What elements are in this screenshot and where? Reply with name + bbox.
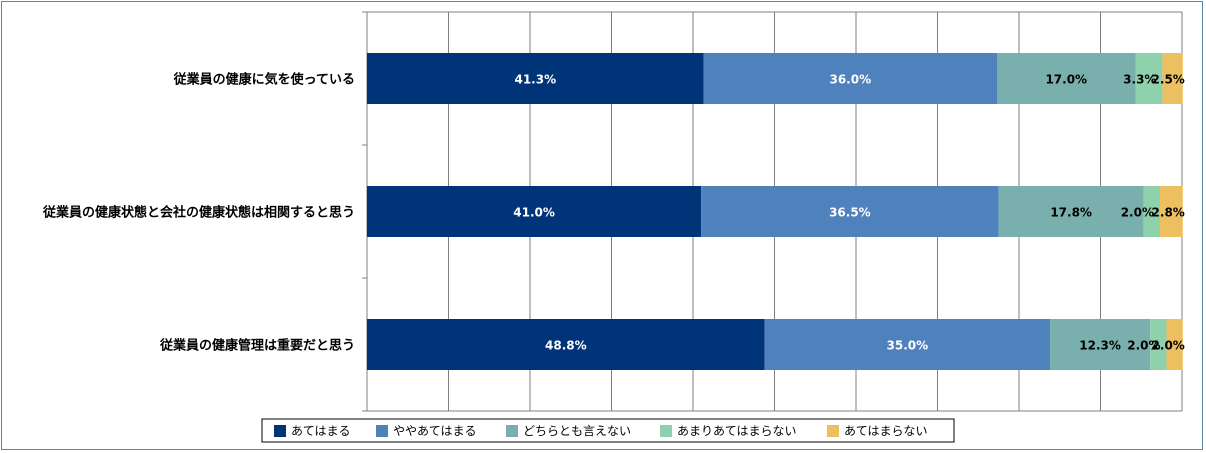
bar-segment (703, 53, 997, 104)
category-labels: 従業員の健康に気を使っている従業員の健康状態と会社の健康状態は相関すると思う従業… (42, 72, 355, 354)
data-label: 2.8% (1152, 206, 1185, 220)
bar-segment (367, 319, 765, 370)
data-label: 36.0% (829, 73, 871, 87)
legend-label: あてはまる (291, 424, 351, 438)
bar-segment (998, 186, 1144, 237)
data-label: 48.8% (545, 339, 587, 353)
bar-segment (1166, 319, 1183, 370)
legend-box (261, 418, 955, 443)
legend-swatch (506, 425, 518, 437)
bar-segment (1159, 186, 1183, 237)
bars: 41.3% 36.0% 17.0% 3.3%2.5% 41.0% 36.5% 17.8% 2.… (367, 53, 1185, 370)
legend-label: どちらとも言えない (523, 424, 631, 438)
data-label: 17.0% (1045, 73, 1087, 87)
bar-segment (701, 186, 999, 237)
data-label: 41.3% (514, 73, 556, 87)
data-label: 35.0% (887, 339, 929, 353)
bar-segment (1150, 319, 1167, 370)
bar-segment (367, 186, 702, 237)
legend-swatch (827, 425, 839, 437)
legend-swatch (274, 425, 286, 437)
data-label: 36.5% (829, 206, 871, 220)
bar-segment (1135, 53, 1163, 104)
bar-segment (1162, 53, 1183, 104)
bar-segment (1143, 186, 1160, 237)
category-label: 従業員の健康に気を使っている (173, 72, 355, 88)
bar-segment (367, 53, 704, 104)
data-label: 17.8% (1050, 206, 1092, 220)
legend-label: あまりあてはまらない (677, 424, 797, 438)
category-label: 従業員の健康状態と会社の健康状態は相関すると思う (42, 205, 355, 221)
legend-label: あてはまらない (844, 424, 928, 438)
legend-swatch (660, 425, 672, 437)
data-label: 2.0% (1127, 339, 1160, 353)
data-label: 12.3% (1079, 339, 1121, 353)
legend-label: ややあてはまる (393, 424, 477, 438)
data-label: 41.0% (513, 206, 555, 220)
bar-segment (1049, 319, 1151, 370)
data-label: 2.0% (1152, 339, 1185, 353)
data-label: 3.3% (1123, 73, 1156, 87)
legend: あてはまる ややあてはまる どちらとも言えない あまりあてはまらない あてはまらない (261, 418, 955, 443)
data-label: 2.5% (1152, 73, 1185, 87)
bar-segment (996, 53, 1136, 104)
category-label: 従業員の健康管理は重要だと思う (159, 338, 355, 354)
data-label: 2.0% (1121, 206, 1154, 220)
legend-swatch (376, 425, 388, 437)
bar-segment (764, 319, 1050, 370)
